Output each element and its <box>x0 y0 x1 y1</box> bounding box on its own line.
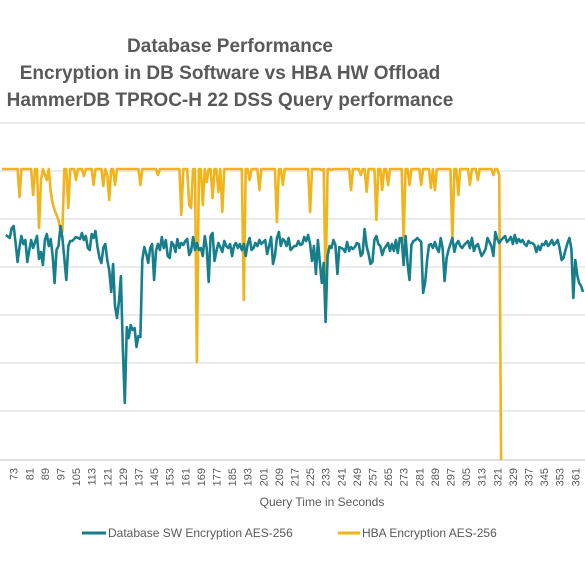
series-line-sw-encryption <box>5 224 585 405</box>
x-tick-label-321: 321 <box>492 468 504 486</box>
x-tick-label-161: 161 <box>180 468 192 486</box>
x-tick-label-193: 193 <box>243 468 255 486</box>
chart-title: Database Performance Encryption in DB So… <box>7 36 454 111</box>
x-axis-tick-labels: 73 81 89 97 105 113 121 129 137 145 153 161 169 177 18… <box>9 468 583 486</box>
x-tick-label-225: 225 <box>305 468 317 486</box>
legend-label-hba-encryption: HBA Encryption AES-256 <box>362 526 497 540</box>
x-tick-label-185: 185 <box>227 468 239 486</box>
x-tick-label-201: 201 <box>258 468 270 486</box>
x-tick-label-129: 129 <box>118 468 130 486</box>
chart-title-line-2: Encryption in DB Software vs HBA HW Offl… <box>20 63 441 84</box>
x-axis-title: Query Time in Seconds <box>260 495 385 509</box>
legend-label-sw-encryption: Database SW Encryption AES-256 <box>108 526 293 540</box>
x-tick-label-137: 137 <box>133 468 145 486</box>
x-tick-label-257: 257 <box>367 468 379 486</box>
x-tick-label-209: 209 <box>274 468 286 486</box>
x-tick-label-169: 169 <box>196 468 208 486</box>
x-tick-label-73: 73 <box>9 468 21 480</box>
x-tick-label-97: 97 <box>56 468 68 480</box>
x-tick-label-281: 281 <box>414 468 426 486</box>
x-tick-label-81: 81 <box>24 468 36 480</box>
legend-item-hba-encryption: HBA Encryption AES-256 <box>338 526 497 540</box>
horizontal-gridlines <box>0 122 585 412</box>
x-tick-label-217: 217 <box>289 468 301 486</box>
series-line-hba-encryption <box>1 167 503 461</box>
x-tick-label-177: 177 <box>211 468 223 486</box>
x-tick-label-337: 337 <box>524 468 536 486</box>
series-layer <box>1 167 585 461</box>
x-tick-label-361: 361 <box>570 468 582 486</box>
x-tick-label-233: 233 <box>321 468 333 486</box>
x-tick-label-273: 273 <box>399 468 411 486</box>
legend: Database SW Encryption AES-256 HBA Encry… <box>82 526 497 540</box>
x-tick-label-329: 329 <box>508 468 520 486</box>
x-tick-label-145: 145 <box>149 468 161 486</box>
x-tick-label-113: 113 <box>87 468 99 486</box>
x-tick-label-289: 289 <box>430 468 442 486</box>
chart-title-line-1: Database Performance <box>127 36 333 57</box>
chart-title-line-3: HammerDB TPROC-H 22 DSS Query performanc… <box>7 90 454 111</box>
x-tick-label-105: 105 <box>71 468 83 486</box>
x-tick-label-89: 89 <box>40 468 52 480</box>
x-tick-label-297: 297 <box>445 468 457 486</box>
x-tick-label-241: 241 <box>336 468 348 486</box>
x-tick-label-153: 153 <box>165 468 177 486</box>
x-tick-label-313: 313 <box>477 468 489 486</box>
x-tick-label-345: 345 <box>539 468 551 486</box>
x-tick-label-265: 265 <box>383 468 395 486</box>
x-tick-label-249: 249 <box>352 468 364 486</box>
x-tick-label-305: 305 <box>461 468 473 486</box>
x-tick-label-121: 121 <box>102 468 114 486</box>
x-tick-label-353: 353 <box>555 468 567 486</box>
legend-item-sw-encryption: Database SW Encryption AES-256 <box>82 526 293 540</box>
